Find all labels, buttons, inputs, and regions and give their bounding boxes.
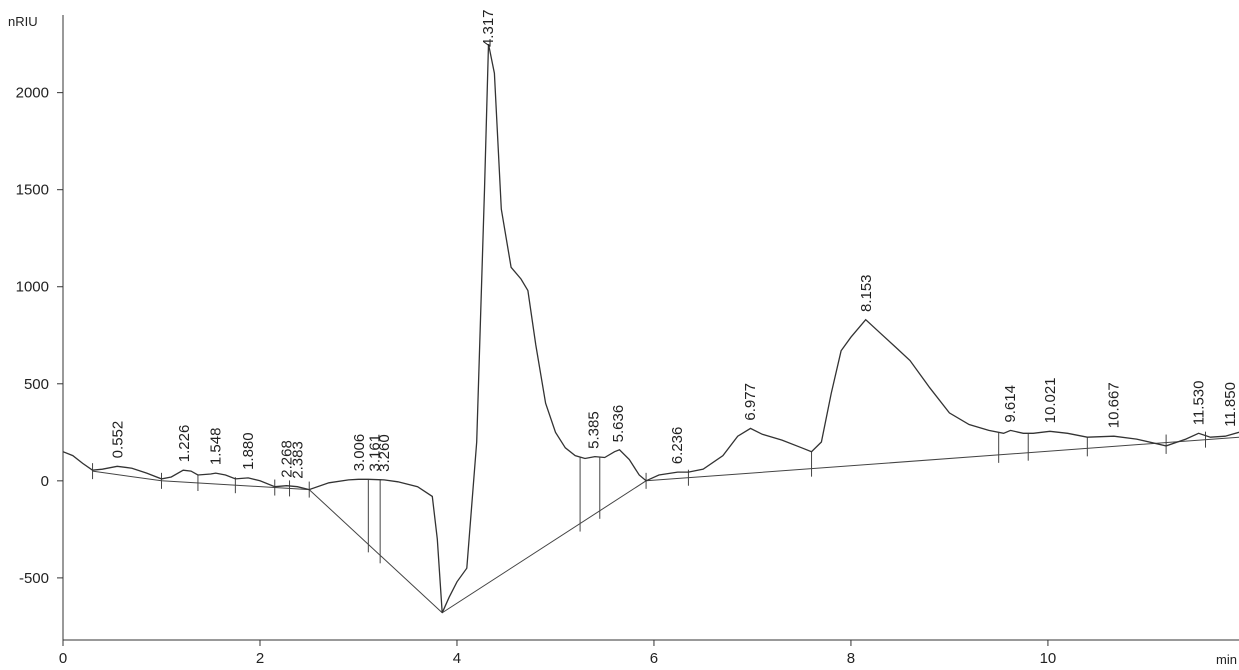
peak-label: 2.268: [278, 440, 295, 478]
peak-label: 1.548: [207, 428, 224, 466]
y-tick-label: -500: [19, 570, 49, 587]
peak-label: 1.226: [176, 425, 193, 463]
peak-label: 4.317: [480, 9, 497, 47]
peak-label: 9.614: [1002, 385, 1019, 423]
peak-label: 11.850: [1222, 382, 1239, 427]
peak-label: 10.667: [1106, 382, 1123, 428]
y-tick-label: 1000: [16, 279, 49, 296]
y-tick-label: 0: [41, 473, 49, 490]
peak-label: 3.260: [376, 434, 393, 472]
peak-label: 3.161: [366, 434, 383, 472]
baseline: [92, 436, 1239, 614]
x-tick-label: 4: [453, 650, 461, 667]
peak-label: 10.021: [1042, 377, 1059, 423]
x-tick-label: 0: [59, 650, 67, 667]
x-tick-label: 10: [1040, 650, 1057, 667]
peak-label: 11.530: [1191, 381, 1208, 426]
peak-label: 5.385: [585, 411, 602, 449]
y-tick-label: 500: [24, 376, 49, 393]
x-axis-label: min: [1216, 652, 1237, 667]
chromatogram-trace: [62, 43, 1239, 614]
y-tick-label: 2000: [16, 85, 49, 102]
x-tick-label: 8: [847, 650, 855, 667]
peak-label: 3.006: [351, 434, 368, 472]
y-axis-label: nRIU: [8, 14, 38, 29]
peak-label: 6.236: [669, 427, 686, 465]
y-tick-label: 1500: [16, 182, 49, 199]
peak-label: 0.552: [109, 421, 126, 459]
peak-label: 2.383: [290, 441, 307, 479]
x-tick-label: 6: [650, 650, 658, 667]
peak-label: 6.977: [742, 383, 759, 421]
x-tick-label: 2: [256, 650, 264, 667]
peak-label: 5.636: [610, 405, 627, 443]
peak-label: 1.880: [240, 432, 257, 470]
peak-label: 8.153: [858, 274, 875, 312]
